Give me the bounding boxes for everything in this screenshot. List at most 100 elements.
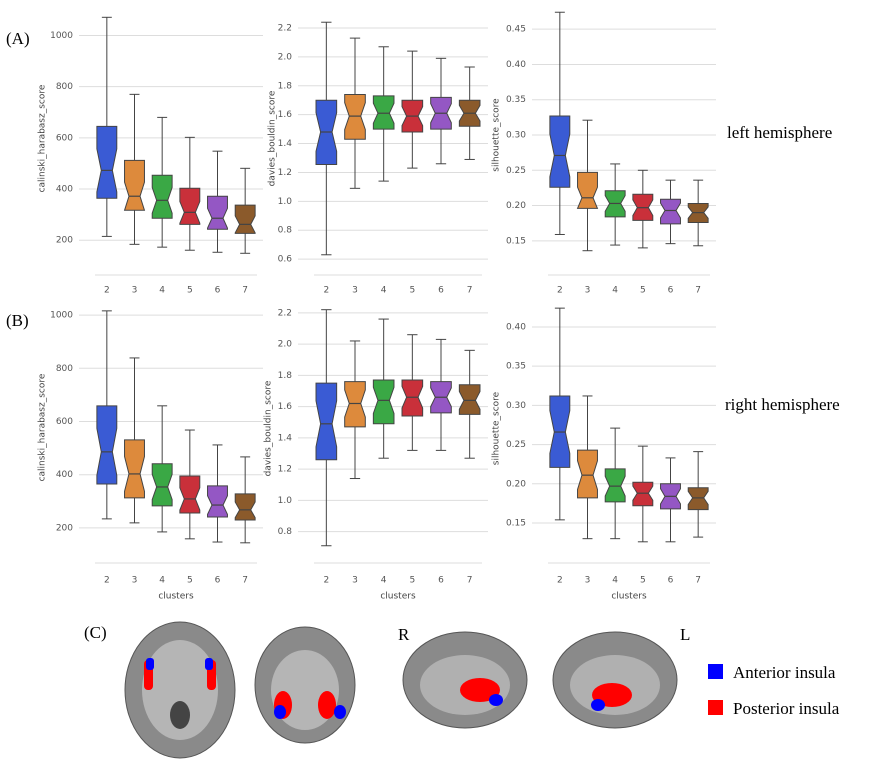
y-tick-label: 600 <box>56 133 73 143</box>
y-tick-label: 0.8 <box>278 527 293 537</box>
x-tick-label: 2 <box>557 576 563 586</box>
y-tick-label: 0.30 <box>506 131 526 141</box>
box <box>234 493 256 521</box>
x-tick-label: 4 <box>612 576 618 586</box>
y-tick-label: 2.2 <box>278 24 292 34</box>
y-tick-label: 400 <box>56 185 73 195</box>
x-tick-label: 5 <box>409 576 415 586</box>
box <box>660 198 681 225</box>
y-tick-label: 0.8 <box>278 226 293 236</box>
y-tick-label: 1.4 <box>278 139 293 149</box>
box <box>372 95 395 130</box>
hemisphere-label: left hemisphere <box>727 123 832 142</box>
y-tick-label: 0.15 <box>506 518 526 528</box>
x-tick-label: 7 <box>467 286 473 296</box>
y-tick-label: 0.15 <box>506 236 526 246</box>
x-tick-label: 2 <box>104 286 110 296</box>
y-tick-label: 1.2 <box>278 465 292 475</box>
x-axis-label: clusters <box>380 592 416 602</box>
box <box>207 485 228 518</box>
panel-label: (C) <box>84 623 107 642</box>
x-tick-label: 4 <box>159 286 165 296</box>
x-tick-label: 4 <box>381 286 387 296</box>
y-axis-label: calinski_harabasz_score <box>38 84 48 192</box>
y-tick-label: 0.6 <box>278 255 293 265</box>
y-tick-label: 1.8 <box>278 81 293 91</box>
box <box>687 487 709 511</box>
legend-swatch <box>708 700 723 715</box>
y-tick-label: 0.45 <box>506 25 526 35</box>
y-tick-label: 0.40 <box>506 60 526 70</box>
box <box>549 115 571 188</box>
box <box>96 405 118 485</box>
y-tick-label: 0.25 <box>506 166 526 176</box>
y-tick-label: 1.0 <box>278 197 293 207</box>
box <box>632 481 654 507</box>
y-tick-label: 0.20 <box>506 201 526 211</box>
x-tick-label: 7 <box>467 576 473 586</box>
x-tick-label: 6 <box>668 286 674 296</box>
box <box>96 125 118 199</box>
box <box>123 159 146 211</box>
x-tick-label: 7 <box>695 576 701 586</box>
box <box>151 463 173 507</box>
x-tick-label: 5 <box>187 286 193 296</box>
box <box>344 381 366 428</box>
x-tick-label: 4 <box>159 576 165 586</box>
box <box>577 449 598 499</box>
box <box>179 475 201 514</box>
x-tick-label: 6 <box>215 576 221 586</box>
x-tick-label: 3 <box>352 286 358 296</box>
x-tick-label: 6 <box>438 576 444 586</box>
x-tick-label: 3 <box>132 286 138 296</box>
y-tick-label: 2.0 <box>278 340 293 350</box>
legend-label: Posterior insula <box>733 699 840 718</box>
x-tick-label: 6 <box>215 286 221 296</box>
x-axis-label: clusters <box>611 592 647 602</box>
box <box>151 174 173 219</box>
box <box>458 384 481 415</box>
x-tick-label: 7 <box>242 576 248 586</box>
y-tick-label: 600 <box>56 417 73 427</box>
x-tick-label: 6 <box>438 286 444 296</box>
box <box>234 204 256 234</box>
y-tick-label: 0.30 <box>506 401 526 411</box>
box <box>372 379 395 425</box>
box <box>344 93 366 140</box>
box <box>604 468 626 503</box>
y-tick-label: 1000 <box>50 31 73 41</box>
y-tick-label: 1.6 <box>278 402 293 412</box>
y-axis-label: davies_bouldin_score <box>268 90 278 186</box>
y-tick-label: 1.4 <box>278 433 293 443</box>
y-tick-label: 0.40 <box>506 322 526 332</box>
y-tick-label: 400 <box>56 470 73 480</box>
panel-label: (A) <box>6 29 30 48</box>
x-tick-label: 5 <box>640 286 646 296</box>
y-tick-label: 1.8 <box>278 371 293 381</box>
box <box>315 382 338 461</box>
x-tick-label: 4 <box>381 576 387 586</box>
x-tick-label: 3 <box>352 576 358 586</box>
box <box>401 379 424 417</box>
x-tick-label: 7 <box>695 286 701 296</box>
x-tick-label: 5 <box>409 286 415 296</box>
y-tick-label: 800 <box>56 82 73 92</box>
y-tick-label: 1.2 <box>278 168 292 178</box>
x-axis-label: clusters <box>158 592 194 602</box>
x-tick-label: 2 <box>557 286 563 296</box>
y-tick-label: 1000 <box>50 311 73 321</box>
x-tick-label: 4 <box>612 286 618 296</box>
y-axis-label: calinski_harabasz_score <box>38 373 48 481</box>
x-tick-label: 7 <box>242 286 248 296</box>
panel-label: (B) <box>6 311 29 330</box>
y-axis-label: silhouette_score <box>492 98 502 172</box>
x-tick-label: 3 <box>585 576 591 586</box>
y-tick-label: 1.0 <box>278 496 293 506</box>
x-tick-label: 3 <box>132 576 138 586</box>
view-label: L <box>680 625 690 644</box>
y-tick-label: 1.6 <box>278 110 293 120</box>
x-tick-label: 2 <box>323 286 329 296</box>
y-axis-label: silhouette_score <box>492 391 502 465</box>
x-tick-label: 5 <box>187 576 193 586</box>
